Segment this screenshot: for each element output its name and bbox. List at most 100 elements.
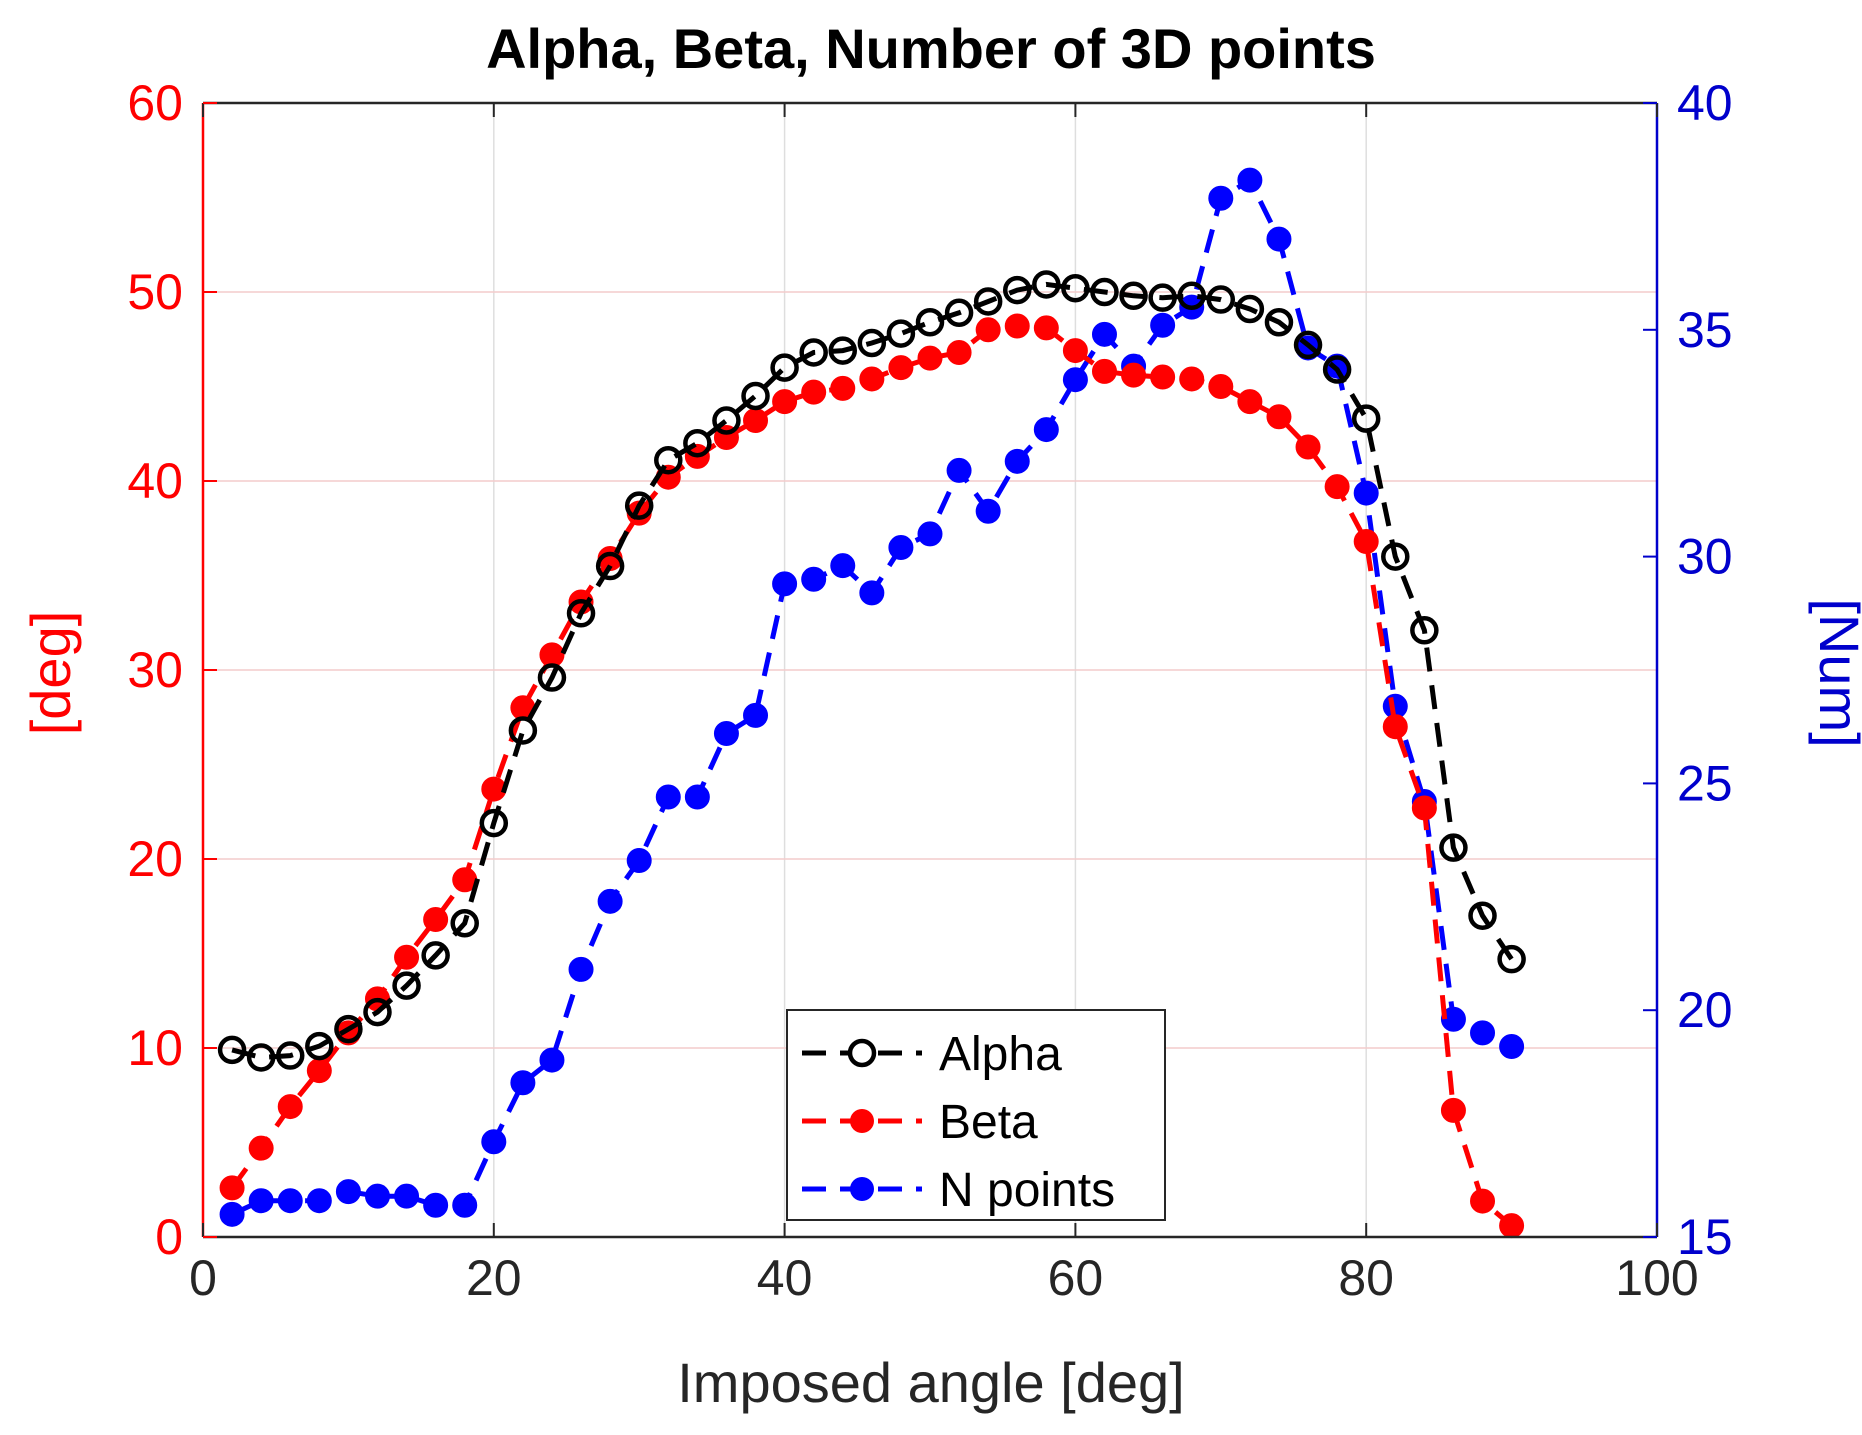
x-axis-label: Imposed angle [deg] — [677, 1351, 1184, 1414]
data-point-n-points — [364, 1183, 390, 1209]
data-point-alpha — [1293, 330, 1323, 360]
data-point-alpha — [392, 971, 421, 1000]
data-point-beta — [1237, 389, 1263, 415]
y-right-tick-label: 25 — [1677, 755, 1733, 811]
legend-marker-beta — [850, 1109, 874, 1133]
data-point-alpha — [624, 491, 654, 520]
data-point-alpha — [683, 428, 712, 458]
data-point-alpha — [654, 445, 683, 475]
y-left-tick-label: 60 — [127, 75, 183, 131]
data-point-alpha — [1410, 616, 1439, 645]
y-right-axis-label: [Num] — [1808, 598, 1862, 747]
legend-marker-n-points — [850, 1177, 874, 1201]
data-point-n-points — [1033, 417, 1059, 443]
data-point-alpha — [566, 599, 596, 628]
data-point-beta — [423, 906, 449, 932]
data-point-n-points — [452, 1192, 478, 1218]
data-point-n-points — [917, 521, 943, 547]
legend-marker-alpha — [847, 1038, 877, 1068]
data-point-beta — [1179, 366, 1205, 392]
y-left-axis-label: [deg] — [19, 611, 82, 736]
data-point-alpha — [828, 336, 858, 365]
data-point-beta — [306, 1058, 332, 1084]
data-point-alpha — [712, 406, 741, 435]
data-point-n-points — [510, 1070, 536, 1096]
y-left-tick-label: 10 — [127, 1020, 183, 1076]
data-point-alpha — [217, 1035, 247, 1065]
chart-title: Alpha, Beta, Number of 3D points — [486, 17, 1376, 80]
data-point-n-points — [1266, 226, 1292, 252]
data-point-n-points — [946, 457, 972, 483]
data-point-alpha — [1322, 355, 1352, 384]
y-left-tick-label: 30 — [127, 642, 183, 698]
data-point-n-points — [248, 1188, 274, 1214]
data-point-n-points — [655, 784, 681, 810]
data-point-alpha — [1264, 307, 1294, 337]
data-point-alpha — [479, 808, 509, 838]
data-point-alpha — [1381, 542, 1410, 571]
data-point-beta — [1266, 404, 1292, 430]
data-point-beta — [1091, 358, 1117, 384]
data-point-alpha — [275, 1041, 305, 1070]
data-point-alpha — [1061, 273, 1090, 303]
data-point-alpha — [305, 1031, 334, 1061]
data-point-alpha — [595, 551, 625, 581]
data-point-n-points — [219, 1201, 245, 1227]
data-point-alpha — [1177, 281, 1206, 311]
data-point-beta — [1121, 362, 1147, 388]
data-point-n-points — [1062, 367, 1088, 393]
data-point-alpha — [857, 328, 887, 358]
data-point-beta — [859, 366, 885, 392]
y-right-tick-label: 20 — [1677, 982, 1733, 1038]
data-point-alpha — [741, 381, 770, 411]
data-point-alpha — [770, 353, 799, 382]
y-left-tick-label: 50 — [127, 264, 183, 320]
data-point-beta — [1150, 364, 1176, 390]
data-point-beta — [248, 1135, 274, 1161]
data-point-beta — [1295, 434, 1321, 460]
data-point-alpha — [1148, 283, 1177, 312]
data-point-beta — [1208, 374, 1234, 399]
grid-lines — [203, 103, 1657, 1237]
y-right-tick-label: 15 — [1677, 1209, 1733, 1265]
data-point-beta — [1004, 313, 1030, 339]
data-point-n-points — [306, 1188, 332, 1214]
data-point-n-points — [539, 1047, 565, 1073]
data-point-beta — [946, 339, 972, 365]
legend-label-beta: Beta — [939, 1096, 1038, 1149]
data-point-alpha — [1468, 901, 1497, 930]
data-point-beta — [277, 1094, 303, 1120]
data-point-beta — [1033, 315, 1059, 341]
x-tick-label: 60 — [1048, 1250, 1104, 1306]
legend: Alpha Beta N points — [786, 1009, 1166, 1221]
data-point-alpha — [1351, 404, 1381, 433]
data-point-beta — [539, 642, 565, 668]
data-point-alpha — [450, 909, 479, 938]
legend-label-alpha: Alpha — [939, 1028, 1062, 1081]
data-point-n-points — [859, 580, 885, 606]
data-point-alpha — [1206, 285, 1236, 314]
data-point-beta — [1062, 338, 1088, 364]
data-point-alpha — [915, 307, 945, 337]
data-point-n-points — [1499, 1033, 1525, 1059]
data-point-n-points — [684, 784, 710, 810]
data-point-beta — [1440, 1097, 1466, 1123]
data-point-alpha — [334, 1014, 363, 1044]
data-point-n-points — [1208, 185, 1234, 211]
data-point-n-points — [1091, 321, 1117, 347]
series-line-alpha — [231, 281, 1514, 1061]
data-point-n-points — [423, 1192, 449, 1218]
data-point-alpha — [421, 941, 450, 970]
data-point-n-points — [888, 535, 914, 561]
data-point-n-points — [1004, 448, 1030, 474]
data-point-n-points — [830, 553, 856, 579]
data-point-alpha — [1032, 270, 1061, 299]
data-point-n-points — [481, 1129, 507, 1155]
data-point-alpha — [799, 338, 828, 367]
series-n-points — [219, 167, 1525, 1227]
series-alpha — [217, 270, 1526, 1072]
x-tick-label: 80 — [1338, 1250, 1394, 1306]
x-tick-label: 20 — [466, 1250, 522, 1306]
